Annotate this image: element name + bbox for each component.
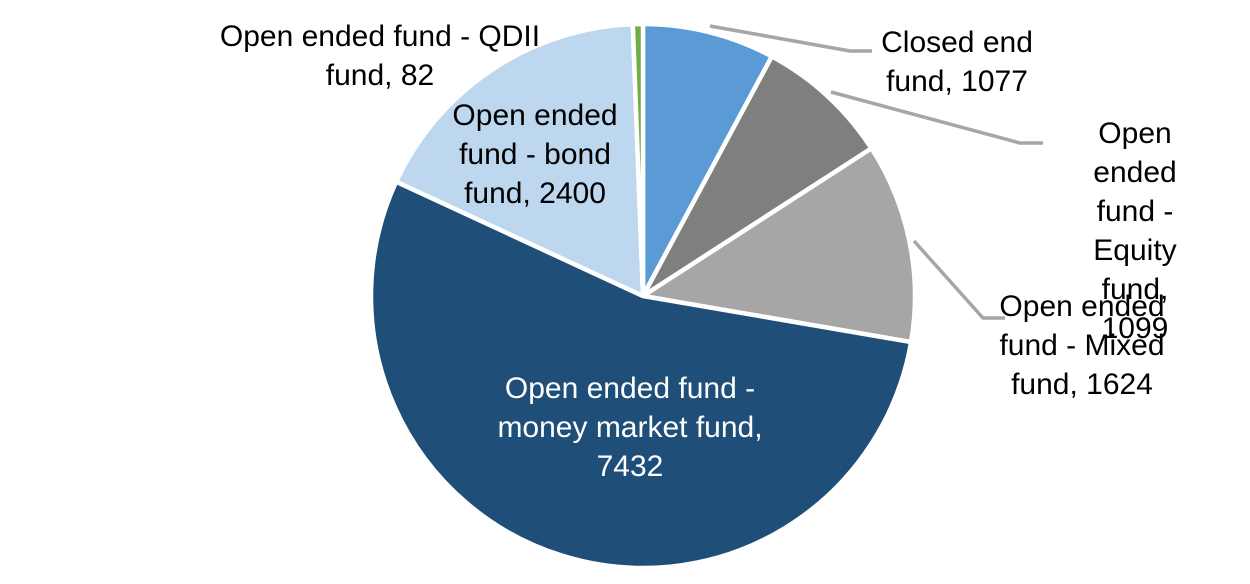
- leader-line-open-ended-equity-fund: [830, 90, 1043, 145]
- leader-line-open-ended-mixed-fund: [912, 239, 1005, 320]
- pie-slice-open-ended-bond-fund: [393, 21, 646, 299]
- pie-slice-open-ended-money-market-fund: [368, 179, 914, 571]
- leader-line-closed-end-fund: [709, 24, 872, 53]
- pie-slice-open-ended-mixed-fund: [640, 146, 918, 345]
- pie-slice-open-ended-equity-fund: [640, 54, 874, 299]
- pie-slice-open-ended-qdii-fund: [630, 21, 646, 299]
- pie-slice-closed-end-fund: [640, 21, 775, 299]
